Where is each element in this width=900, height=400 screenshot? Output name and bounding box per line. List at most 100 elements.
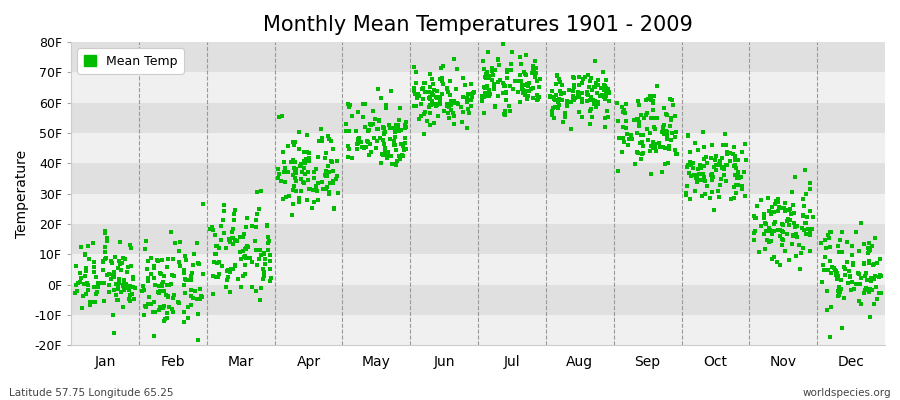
Point xyxy=(517,87,531,94)
Point xyxy=(203,226,218,232)
Point xyxy=(759,228,773,234)
Point xyxy=(478,85,492,92)
Point xyxy=(181,304,195,311)
Point xyxy=(757,211,771,218)
Point xyxy=(112,265,126,271)
Point xyxy=(210,243,224,249)
Point xyxy=(475,92,490,99)
Point xyxy=(496,90,510,96)
Point xyxy=(176,270,191,276)
Point xyxy=(870,260,885,266)
Point xyxy=(512,99,526,105)
Point xyxy=(385,161,400,167)
Point xyxy=(616,108,631,115)
Point xyxy=(81,282,95,288)
Point xyxy=(209,274,223,280)
Point xyxy=(125,284,140,290)
Point xyxy=(157,288,171,294)
Point xyxy=(254,188,268,194)
Point xyxy=(460,125,474,131)
Point xyxy=(418,80,433,87)
Point xyxy=(514,78,528,84)
Point xyxy=(803,180,817,187)
Point xyxy=(548,104,562,110)
Point xyxy=(421,103,436,110)
Point xyxy=(277,159,292,165)
Point xyxy=(159,282,174,289)
Point xyxy=(643,148,657,154)
Point xyxy=(423,71,437,77)
Point xyxy=(329,176,344,182)
Point xyxy=(260,222,274,228)
Point xyxy=(546,104,561,111)
Point xyxy=(644,97,658,103)
Point xyxy=(330,158,345,165)
Point xyxy=(98,244,112,250)
Point xyxy=(787,220,801,226)
Point xyxy=(220,266,235,273)
Point xyxy=(305,205,320,212)
Point xyxy=(526,95,541,101)
Point xyxy=(718,131,733,138)
Point xyxy=(272,114,286,120)
Point xyxy=(580,92,595,98)
Point xyxy=(193,286,207,292)
Point xyxy=(414,112,428,119)
Point xyxy=(440,101,454,108)
Point xyxy=(258,260,273,267)
Point xyxy=(665,130,680,137)
Point xyxy=(709,162,724,169)
Point xyxy=(374,95,388,101)
Point xyxy=(686,160,700,166)
Point xyxy=(754,197,769,203)
Point xyxy=(660,129,674,136)
Point xyxy=(236,234,250,240)
Point xyxy=(120,269,134,275)
Point xyxy=(123,242,138,248)
Point xyxy=(214,263,229,269)
Point xyxy=(503,108,517,114)
Point xyxy=(770,259,784,266)
Point xyxy=(564,125,579,132)
Point xyxy=(222,289,237,295)
Point xyxy=(528,70,543,76)
Point xyxy=(694,164,708,171)
Point xyxy=(505,49,519,55)
Point xyxy=(257,268,272,275)
Point xyxy=(758,220,772,226)
Point xyxy=(496,80,510,86)
Point xyxy=(644,143,659,149)
Point xyxy=(796,226,811,233)
Point xyxy=(378,145,392,151)
Point xyxy=(147,263,161,269)
Point xyxy=(780,218,795,224)
Point xyxy=(309,166,323,172)
Point xyxy=(289,170,303,176)
Point xyxy=(720,151,734,157)
Point xyxy=(238,262,252,268)
Point xyxy=(867,276,881,282)
Point xyxy=(423,83,437,90)
Point xyxy=(206,291,220,298)
Point xyxy=(426,92,440,98)
Point xyxy=(771,227,786,233)
Point xyxy=(152,282,166,289)
Point xyxy=(122,296,136,302)
Point xyxy=(704,154,718,161)
Point xyxy=(646,98,661,104)
Point xyxy=(497,83,511,89)
Point xyxy=(799,191,814,197)
Point xyxy=(424,76,438,83)
Point xyxy=(338,128,353,134)
Point xyxy=(626,117,641,123)
Point xyxy=(830,276,844,282)
Point xyxy=(393,105,408,112)
Point xyxy=(158,292,173,298)
Point xyxy=(135,283,149,289)
Point xyxy=(648,126,662,132)
Point xyxy=(862,248,877,254)
Point xyxy=(634,112,649,118)
Point xyxy=(465,91,480,98)
Point xyxy=(111,286,125,292)
Point xyxy=(211,274,225,280)
